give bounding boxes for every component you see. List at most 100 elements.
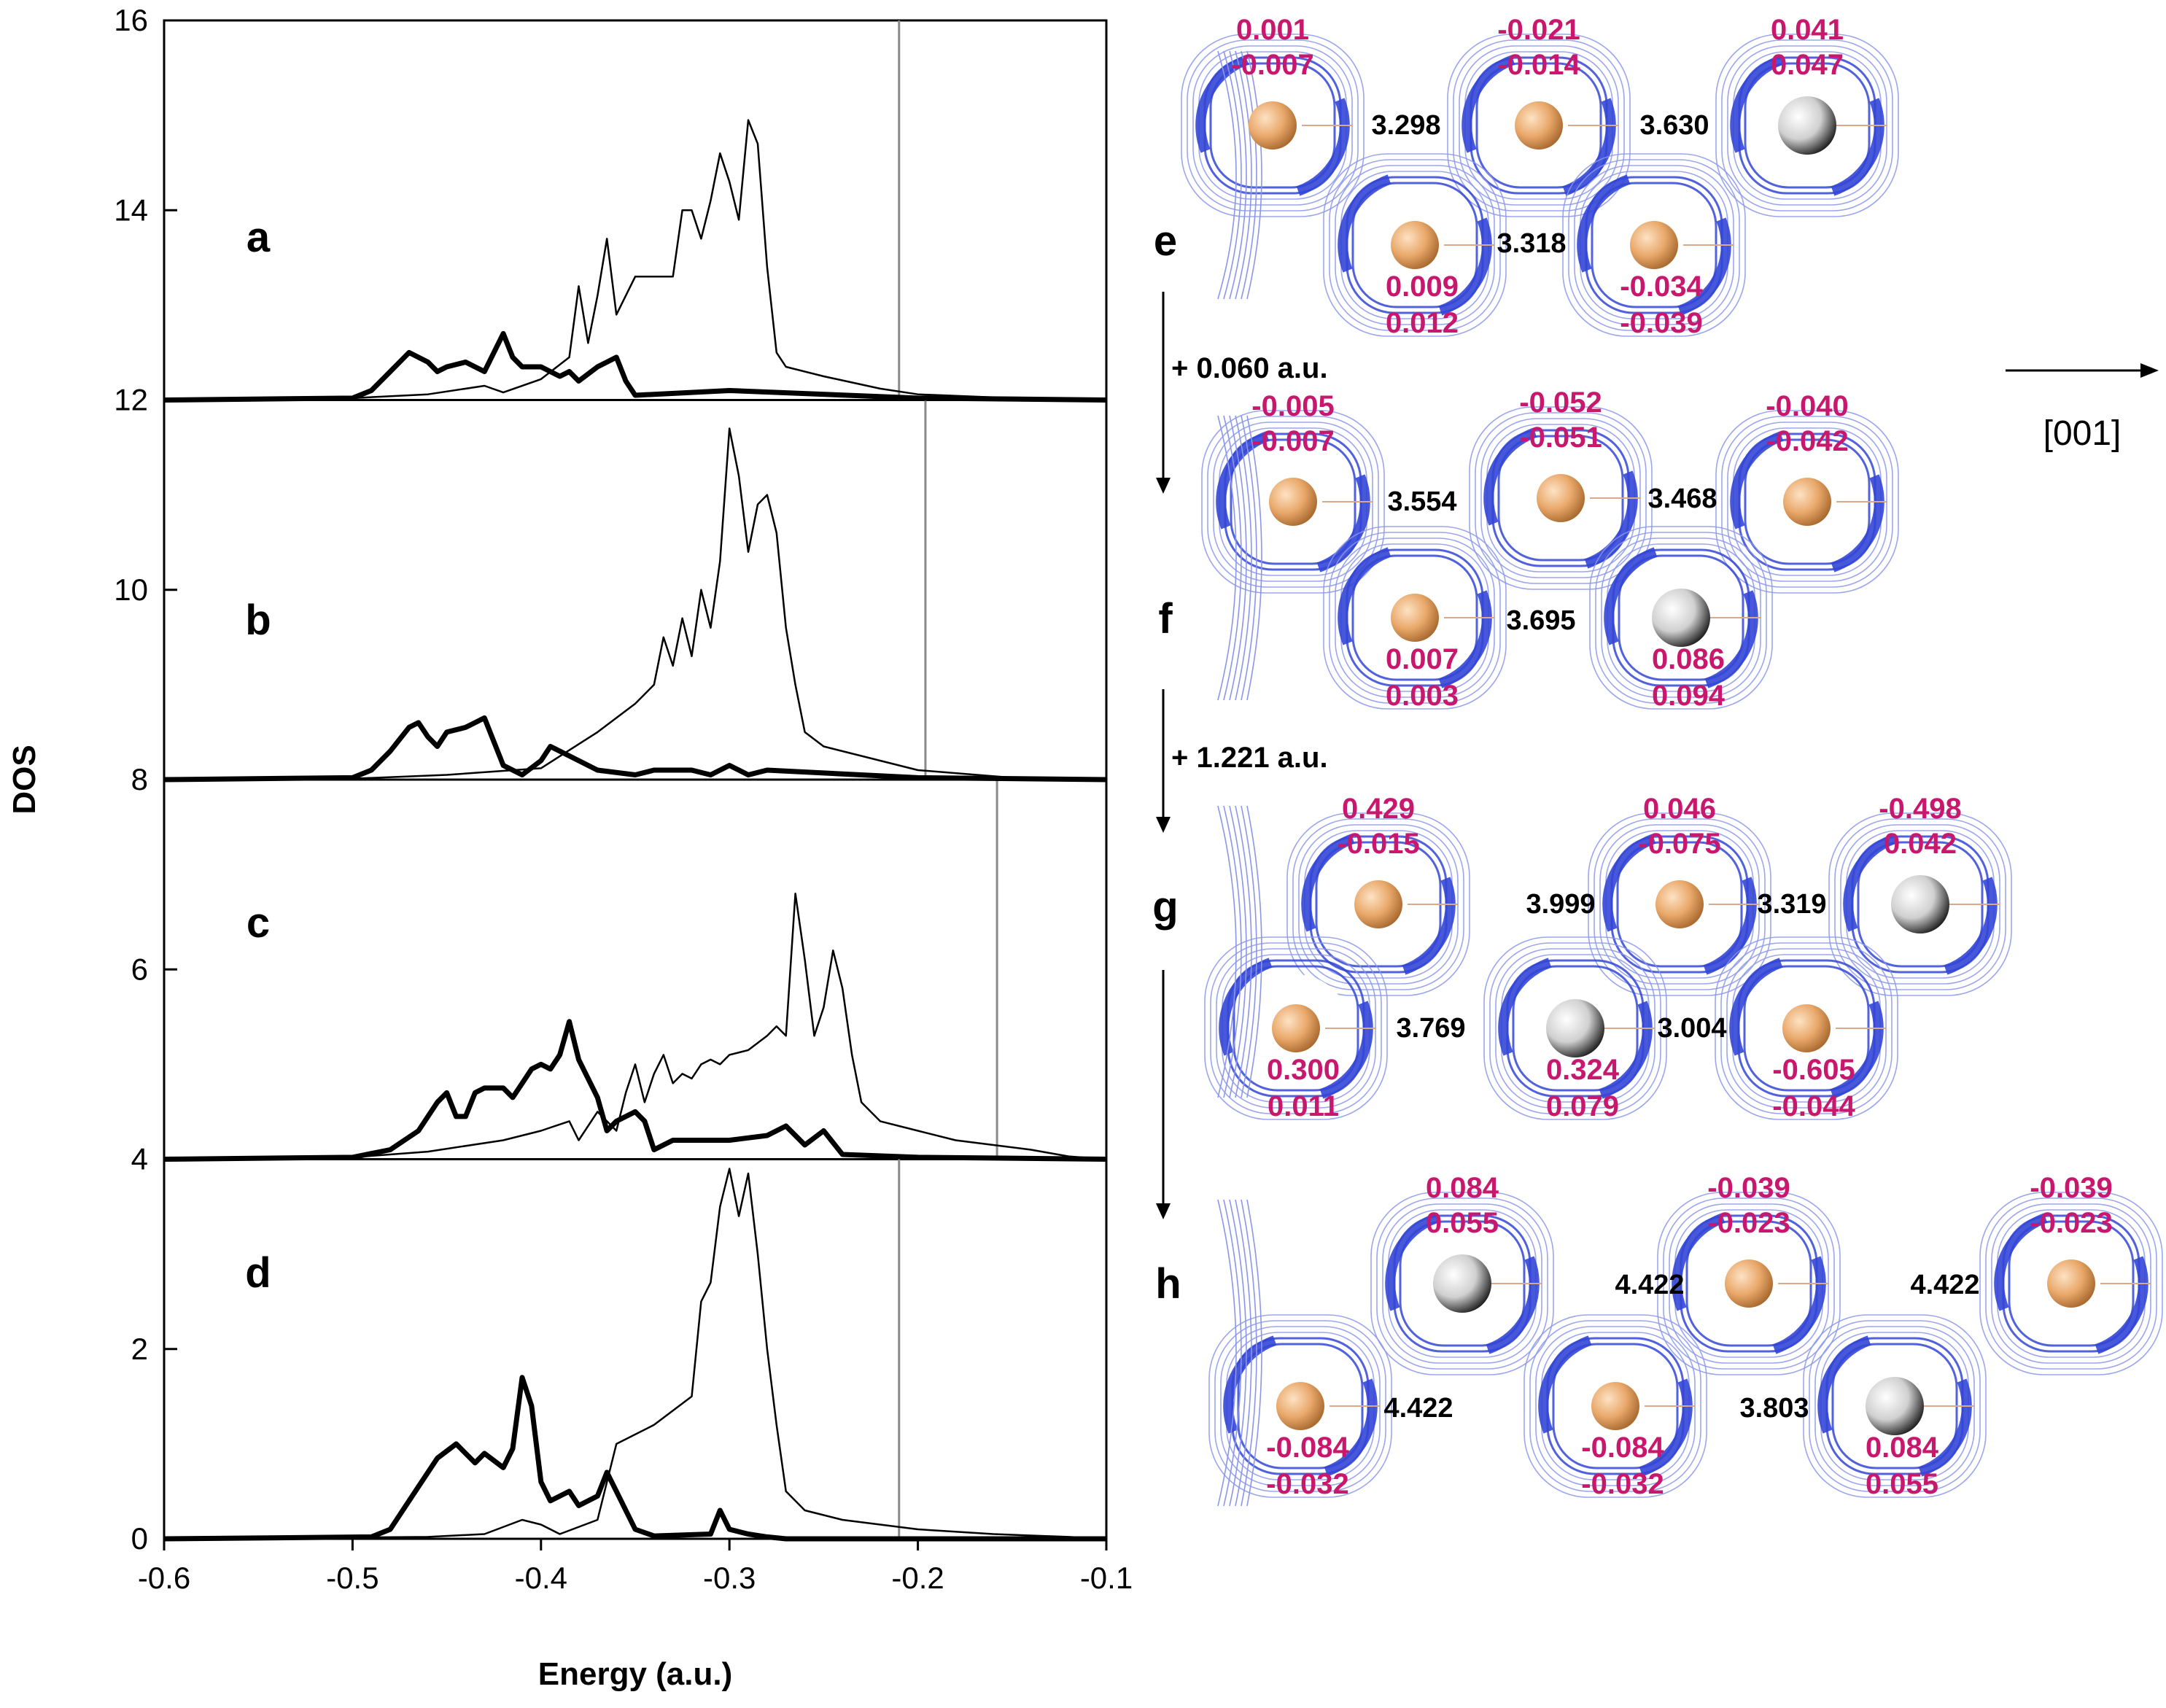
contour-ring (1715, 936, 1898, 1120)
contour-fringe (1223, 1199, 1242, 1507)
interatomic-distance: 4.422 (1383, 1393, 1453, 1424)
charge-value: -0.032 (1581, 1468, 1664, 1500)
charge-value: -0.015 (1337, 828, 1419, 860)
vacancy-atom (1778, 96, 1836, 155)
contour-ring (1292, 818, 1464, 990)
contour-ring (1568, 159, 1740, 331)
contour-accent (1730, 55, 1784, 153)
step-label-1: + 0.060 a.u. (1171, 352, 1328, 384)
contour-ring (1475, 412, 1647, 584)
charge-value: 0.001 (1236, 14, 1309, 46)
contour-ring (1589, 526, 1773, 710)
contour-accent (1438, 217, 1492, 316)
panel-label-b: b (245, 597, 271, 644)
charge-density-maps: 0.001-0.007-0.021-0.0140.0410.0470.0090.… (1152, 14, 2163, 1507)
contour-accent (1338, 174, 1391, 273)
contour-fringe (1246, 1199, 1262, 1507)
panel-label-d: d (245, 1249, 271, 1297)
contour-ring (1721, 39, 1893, 211)
interatomic-distance: 3.298 (1371, 110, 1440, 141)
contour-fringe (1229, 805, 1247, 1098)
y-tick-label: 16 (114, 3, 148, 37)
contour-ring (1594, 818, 1766, 990)
interatomic-distance: 3.554 (1387, 486, 1456, 517)
contour-accent (1730, 431, 1784, 529)
cu-atom (1725, 1259, 1773, 1308)
vacancy-atom (1891, 875, 1949, 933)
charge-value: -0.007 (1251, 425, 1334, 457)
map-label-f: f (1158, 595, 1173, 643)
contour-accent (1498, 958, 1552, 1056)
contour-fringe (1235, 415, 1252, 701)
charge-value: -0.044 (1772, 1090, 1855, 1122)
contour-fringe (1241, 805, 1257, 1098)
cu-atom (1354, 880, 1402, 928)
charge-value: -0.023 (2030, 1207, 2112, 1239)
charge-value: 0.055 (1866, 1468, 1938, 1500)
contour-ring (1715, 410, 1899, 594)
transition-arrows: + 0.060 a.u. + 1.221 a.u. (1156, 292, 1328, 1219)
interatomic-distance: 3.803 (1739, 1393, 1809, 1424)
cu-atom (1276, 1382, 1324, 1430)
contour-ring (1210, 942, 1382, 1114)
contour-accent (1216, 431, 1270, 529)
contour-fringe (1229, 415, 1247, 701)
charge-value: -0.014 (1497, 49, 1580, 81)
charge-value: -0.075 (1638, 828, 1720, 860)
charge-value: -0.605 (1772, 1054, 1855, 1086)
contour-accent (1677, 217, 1731, 316)
contour-accent (1324, 1378, 1378, 1477)
dos-chart: 0 2 4 6 8 10 12 14 16 -0.6 -0.5 -0.4 -0.3 -0.2 -0.1 a… (7, 3, 1133, 1692)
contour-accent (1219, 958, 1273, 1056)
contour-fringe (1241, 50, 1257, 300)
contour-fringe (1217, 805, 1237, 1098)
contour-ring (1809, 1320, 1981, 1492)
contour-fringe (1241, 1199, 1257, 1507)
contour-accent (1843, 834, 1897, 932)
contour-ring (1562, 153, 1746, 337)
charge-value: 0.324 (1546, 1054, 1620, 1086)
y-tick-label: 12 (114, 383, 148, 417)
charge-value: 0.094 (1652, 680, 1726, 712)
charge-value: 0.047 (1771, 49, 1844, 81)
contour-ring (1323, 153, 1507, 337)
contour-accent (1704, 590, 1758, 688)
contour-ring (1187, 39, 1359, 211)
contour-ring (1370, 1192, 1554, 1375)
charge-value: -0.034 (1620, 271, 1703, 303)
contour-accent (1602, 834, 1656, 932)
contour-ring (1376, 1197, 1548, 1370)
interatomic-distance: 3.004 (1657, 1013, 1726, 1044)
contour-ring (1715, 34, 1899, 217)
contour-ring (1720, 942, 1893, 1114)
charge-value: -0.498 (1879, 793, 1961, 825)
cu-atom (1783, 478, 1831, 526)
charge-value: -0.039 (2030, 1172, 2112, 1204)
arrow-head-e-f (1156, 478, 1171, 494)
contour-ring (1453, 39, 1625, 211)
contour-ring (1523, 1314, 1707, 1498)
cu-atom (1269, 478, 1317, 526)
charge-value: 0.003 (1386, 680, 1459, 712)
dos-curve-b-thin (163, 427, 1107, 781)
charge-value: 0.084 (1426, 1172, 1499, 1204)
contour-map-f: -0.005-0.007 -0.052-0.051 -0.040-0.042 0.00… (1158, 387, 1899, 712)
dos-curve-b-thick (163, 715, 1107, 783)
contour-ring (1489, 942, 1661, 1114)
contour-accent (1772, 1256, 1826, 1354)
contour-ring (1329, 159, 1501, 331)
contour-fringe (1229, 1199, 1247, 1507)
contour-accent (1830, 1001, 1884, 1099)
arrow-head-g-h (1156, 1203, 1171, 1219)
panel-label-c: c (247, 899, 270, 947)
cu-atom (1630, 221, 1678, 269)
contour-accent (1296, 98, 1350, 196)
vacancy-atom (1866, 1377, 1924, 1435)
interatomic-distance: 3.319 (1757, 889, 1826, 920)
charge-value: 0.046 (1643, 793, 1716, 825)
contour-accent (1316, 474, 1370, 572)
contour-accent (1703, 877, 1757, 975)
contour-fringe (1223, 805, 1242, 1098)
